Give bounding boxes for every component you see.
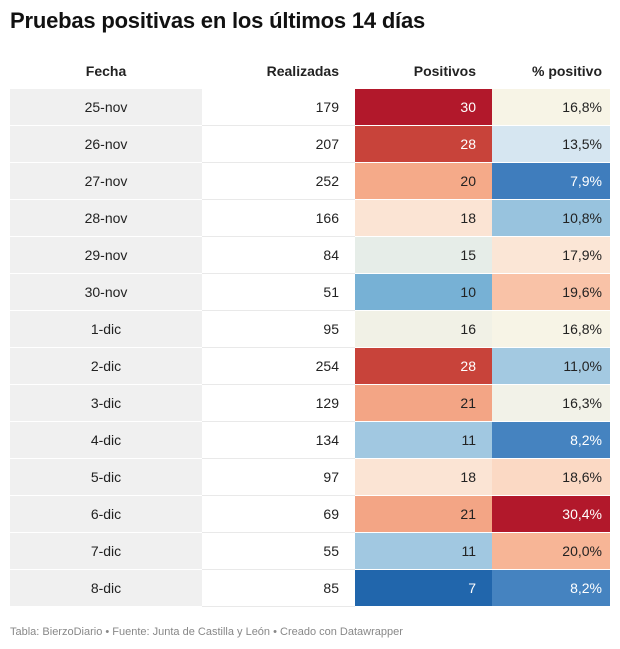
cell-realizadas: 85	[202, 570, 355, 607]
cell-realizadas: 95	[202, 311, 355, 348]
table-row: 29-nov 84 15 17,9%	[10, 237, 610, 274]
cell-pct-positivo: 16,8%	[492, 311, 610, 348]
table-row: 1-dic 95 16 16,8%	[10, 311, 610, 348]
table-row: 2-dic 254 28 11,0%	[10, 348, 610, 385]
table-row: 27-nov 252 20 7,9%	[10, 163, 610, 200]
cell-positivos: 10	[355, 274, 492, 311]
cell-realizadas: 207	[202, 126, 355, 163]
header-realizadas: Realizadas	[266, 62, 339, 79]
cell-positivos: 20	[355, 163, 492, 200]
cell-positivos: 11	[355, 422, 492, 459]
table-body: 25-nov 179 30 16,8% 26-nov 207 28 13,5% 27-nov 25…	[10, 89, 610, 607]
cell-positivos: 16	[355, 311, 492, 348]
table-row: 28-nov 166 18 10,8%	[10, 200, 610, 237]
cell-fecha: 28-nov	[10, 200, 202, 237]
cell-fecha: 8-dic	[10, 570, 202, 607]
cell-positivos: 11	[355, 533, 492, 570]
cell-pct-positivo: 18,6%	[492, 459, 610, 496]
cell-positivos: 21	[355, 496, 492, 533]
cell-realizadas: 254	[202, 348, 355, 385]
cell-fecha: 5-dic	[10, 459, 202, 496]
header-fecha: Fecha	[85, 62, 127, 79]
cell-pct-positivo: 30,4%	[492, 496, 610, 533]
cell-fecha: 2-dic	[10, 348, 202, 385]
cell-realizadas: 179	[202, 89, 355, 126]
cell-realizadas: 166	[202, 200, 355, 237]
table-row: 8-dic 85 7 8,2%	[10, 570, 610, 607]
table-row: 3-dic 129 21 16,3%	[10, 385, 610, 422]
table-row: 5-dic 97 18 18,6%	[10, 459, 610, 496]
cell-pct-positivo: 11,0%	[492, 348, 610, 385]
cell-realizadas: 134	[202, 422, 355, 459]
cell-positivos: 15	[355, 237, 492, 274]
cell-pct-positivo: 10,8%	[492, 200, 610, 237]
cell-realizadas: 55	[202, 533, 355, 570]
cell-pct-positivo: 16,8%	[492, 89, 610, 126]
cell-fecha: 25-nov	[10, 89, 202, 126]
cell-pct-positivo: 8,2%	[492, 422, 610, 459]
cell-realizadas: 252	[202, 163, 355, 200]
cell-fecha: 1-dic	[10, 311, 202, 348]
table-row: 26-nov 207 28 13,5%	[10, 126, 610, 163]
cell-realizadas: 84	[202, 237, 355, 274]
table-row: 7-dic 55 11 20,0%	[10, 533, 610, 570]
header-pct-positivo: % positivo	[531, 62, 602, 79]
source-footer: Tabla: BierzoDiario • Fuente: Junta de C…	[10, 626, 403, 638]
cell-fecha: 4-dic	[10, 422, 202, 459]
cell-fecha: 6-dic	[10, 496, 202, 533]
cell-realizadas: 129	[202, 385, 355, 422]
cell-positivos: 21	[355, 385, 492, 422]
cell-fecha: 3-dic	[10, 385, 202, 422]
cell-pct-positivo: 19,6%	[492, 274, 610, 311]
table-row: 30-nov 51 10 19,6%	[10, 274, 610, 311]
cell-fecha: 29-nov	[10, 237, 202, 274]
header-positivos: Positivos	[413, 62, 476, 79]
cell-positivos: 18	[355, 200, 492, 237]
cell-pct-positivo: 20,0%	[492, 533, 610, 570]
table-row: 4-dic 134 11 8,2%	[10, 422, 610, 459]
cell-fecha: 27-nov	[10, 163, 202, 200]
data-table: Fecha Realizadas Positivos % positivo 25…	[10, 52, 610, 607]
cell-positivos: 30	[355, 89, 492, 126]
cell-pct-positivo: 16,3%	[492, 385, 610, 422]
cell-positivos: 28	[355, 348, 492, 385]
cell-fecha: 26-nov	[10, 126, 202, 163]
cell-pct-positivo: 17,9%	[492, 237, 610, 274]
table-row: 6-dic 69 21 30,4%	[10, 496, 610, 533]
cell-realizadas: 51	[202, 274, 355, 311]
cell-pct-positivo: 8,2%	[492, 570, 610, 607]
chart-title: Pruebas positivas en los últimos 14 días	[10, 8, 426, 33]
cell-positivos: 28	[355, 126, 492, 163]
cell-positivos: 7	[355, 570, 492, 607]
cell-pct-positivo: 7,9%	[492, 163, 610, 200]
cell-pct-positivo: 13,5%	[492, 126, 610, 163]
table-header: Fecha Realizadas Positivos % positivo	[10, 52, 610, 89]
cell-realizadas: 69	[202, 496, 355, 533]
cell-positivos: 18	[355, 459, 492, 496]
cell-fecha: 30-nov	[10, 274, 202, 311]
table-row: 25-nov 179 30 16,8%	[10, 89, 610, 126]
cell-realizadas: 97	[202, 459, 355, 496]
cell-fecha: 7-dic	[10, 533, 202, 570]
